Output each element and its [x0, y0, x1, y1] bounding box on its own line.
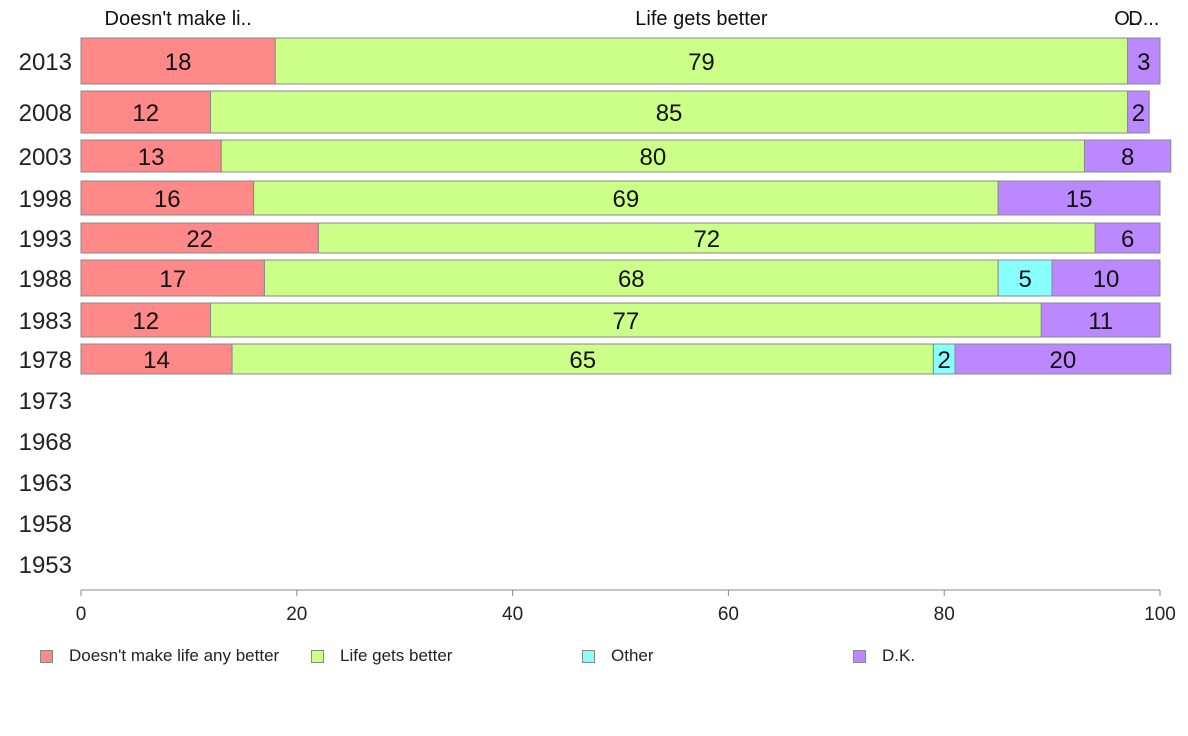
y-tick-label-1978: 1978 [19, 347, 72, 374]
legend-label-doesnt-make-life-better: Doesn't make life any better [69, 646, 280, 665]
legend-swatch-life-gets-better [311, 649, 324, 663]
x-tick-label-20: 20 [286, 604, 307, 625]
bar-label-2008-doesn-t-make-life-any-better: 12 [132, 100, 159, 127]
x-tick-label-80: 80 [934, 604, 955, 625]
y-tick-label-2008: 2008 [19, 100, 72, 127]
bar-1998-doesn-t-make-life-any-better [80, 180, 255, 216]
bar-2013-life-gets-better [274, 37, 1129, 85]
legend-item-dk: D.K. [853, 646, 915, 666]
bar-label-1988-doesn-t-make-life-any-better: 17 [159, 266, 186, 293]
x-tick-label-60: 60 [718, 604, 739, 625]
bar-2013-doesn-t-make-life-any-better [80, 37, 276, 85]
bar-label-2003-doesn-t-make-life-any-better: 13 [138, 144, 165, 171]
top-series-label-doesn-t-make-life-any-better: Doesn't make li.. [105, 8, 252, 30]
bar-2003-doesn-t-make-life-any-better [80, 139, 222, 173]
y-tick-label-2003: 2003 [19, 144, 72, 171]
bar-label-1993-d-k: 6 [1121, 226, 1134, 253]
bar-1978-d-k [954, 343, 1172, 375]
bar-label-2003-d-k: 8 [1121, 144, 1134, 171]
y-tick-label-1973: 1973 [19, 388, 72, 415]
bar-1988-d-k [1051, 259, 1161, 297]
y-tick-label-1998: 1998 [19, 186, 72, 213]
y-tick-label-1968: 1968 [19, 429, 72, 456]
legend-item-life-gets-better: Life gets better [311, 646, 452, 666]
y-tick-label-1993: 1993 [19, 226, 72, 253]
y-tick-label-1963: 1963 [19, 470, 72, 497]
legend: Doesn't make life any better Life gets b… [40, 646, 1140, 666]
y-tick-label-1953: 1953 [19, 552, 72, 579]
bar-label-1983-life-gets-better: 77 [613, 308, 640, 335]
bar-label-1988-d-k: 10 [1093, 266, 1120, 293]
bar-1983-doesn-t-make-life-any-better [80, 302, 211, 338]
bar-1993-doesn-t-make-life-any-better [80, 222, 319, 254]
legend-label-other: Other [611, 646, 654, 665]
bar-1988-life-gets-better [263, 259, 999, 297]
legend-swatch-doesnt-make-life-better [40, 649, 53, 663]
bar-label-1998-life-gets-better: 69 [613, 186, 640, 213]
legend-label-dk: D.K. [882, 646, 916, 665]
top-series-label-life-gets-better: Life gets better [635, 8, 768, 30]
legend-item-doesnt-make-life-better: Doesn't make life any better [40, 646, 279, 666]
bar-label-2003-life-gets-better: 80 [640, 144, 667, 171]
bar-label-1978-doesn-t-make-life-any-better: 14 [143, 347, 170, 374]
bar-1983-life-gets-better [209, 302, 1042, 338]
bar-label-1978-other: 2 [938, 347, 951, 374]
bar-2008-life-gets-better [209, 90, 1129, 134]
y-tick-label-1988: 1988 [19, 266, 72, 293]
bar-label-1988-life-gets-better: 68 [618, 266, 645, 293]
y-tick-label-2013: 2013 [19, 49, 72, 76]
bar-label-2008-d-k: 2 [1132, 100, 1145, 127]
y-tick-label-1983: 1983 [19, 308, 72, 335]
bar-2003-d-k [1083, 139, 1172, 173]
bar-2013-d-k [1127, 37, 1161, 85]
bar-1983-d-k [1040, 302, 1161, 338]
bar-label-2013-doesn-t-make-life-any-better: 18 [165, 49, 192, 76]
bar-1978-life-gets-better [231, 343, 934, 375]
bar-label-1988-other: 5 [1018, 266, 1031, 293]
bar-label-1993-life-gets-better: 72 [693, 226, 720, 253]
stacked-bar-chart: 2013200820031998199319881983197819731968… [19, 8, 1176, 625]
bar-1993-d-k [1094, 222, 1161, 254]
bar-1998-d-k [997, 180, 1161, 216]
legend-swatch-dk [853, 649, 866, 663]
bar-label-1983-d-k: 11 [1088, 308, 1113, 335]
bar-label-2008-life-gets-better: 85 [656, 100, 683, 127]
bar-2008-doesn-t-make-life-any-better [80, 90, 211, 134]
bar-1988-doesn-t-make-life-any-better [80, 259, 265, 297]
x-tick-label-0: 0 [76, 604, 87, 625]
bar-label-1993-doesn-t-make-life-any-better: 22 [186, 226, 213, 253]
y-tick-label-1958: 1958 [19, 511, 72, 538]
x-tick-label-40: 40 [502, 604, 523, 625]
bar-2003-life-gets-better [220, 139, 1085, 173]
bar-1998-life-gets-better [253, 180, 999, 216]
bar-label-2013-d-k: 3 [1137, 49, 1150, 76]
bar-label-1983-doesn-t-make-life-any-better: 12 [132, 308, 159, 335]
bar-1978-doesn-t-make-life-any-better [80, 343, 233, 375]
bar-label-2013-life-gets-better: 79 [688, 49, 715, 76]
bar-label-1998-d-k: 15 [1066, 186, 1093, 213]
bar-1988-other [997, 259, 1053, 297]
top-series-label-other: O.. [1114, 8, 1141, 30]
legend-item-other: Other [582, 646, 654, 666]
top-series-label-d-k: D... [1128, 8, 1159, 30]
legend-swatch-other [582, 649, 595, 663]
x-tick-label-100: 100 [1144, 604, 1176, 625]
bar-label-1978-life-gets-better: 65 [569, 347, 596, 374]
legend-label-life-gets-better: Life gets better [340, 646, 453, 665]
bar-1993-life-gets-better [317, 222, 1096, 254]
bar-label-1998-doesn-t-make-life-any-better: 16 [154, 186, 181, 213]
bar-label-1978-d-k: 20 [1050, 347, 1077, 374]
bar-2008-d-k [1127, 90, 1150, 134]
